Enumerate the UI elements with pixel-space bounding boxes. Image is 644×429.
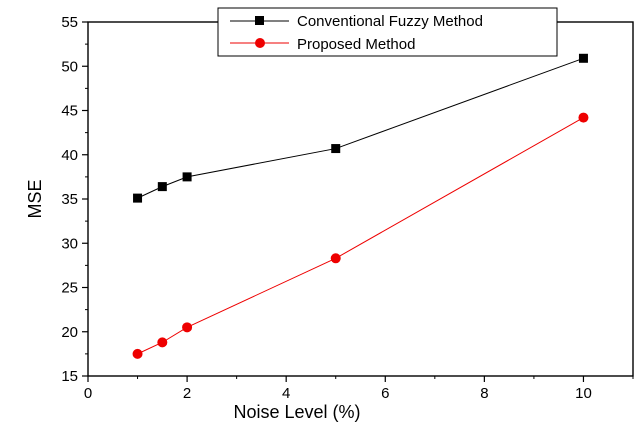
data-point-proposed	[132, 348, 143, 359]
x-tick-label: 10	[575, 385, 592, 402]
y-tick-label: 55	[61, 14, 78, 31]
y-tick-label: 35	[61, 191, 78, 208]
x-tick-label: 6	[381, 385, 389, 402]
legend-marker-conventional	[255, 16, 264, 25]
y-tick-label: 45	[61, 103, 78, 120]
y-tick-label: 40	[61, 147, 78, 164]
series-line-1	[137, 117, 584, 355]
axis-ticks: 0 2 4 6 8 10 15 20 25 30 35 40 45 50 55	[61, 14, 634, 402]
data-point-conventional	[182, 172, 192, 182]
y-tick-label: 30	[61, 235, 78, 252]
x-tick-label: 4	[282, 385, 290, 402]
plot-frame	[87, 21, 634, 377]
data-point-proposed	[157, 337, 168, 348]
legend-box	[217, 7, 558, 57]
data-point-conventional	[578, 53, 588, 63]
x-tick-label: 2	[183, 385, 191, 402]
data-point-proposed	[330, 253, 341, 264]
legend-label-conventional: Conventional Fuzzy Method	[297, 13, 483, 30]
data-point-conventional	[331, 144, 341, 154]
y-tick-label: 15	[61, 368, 78, 385]
data-point-conventional	[133, 193, 143, 203]
y-tick-label: 25	[61, 280, 78, 297]
x-axis-title: Noise Level (%)	[233, 402, 360, 422]
y-axis-title: MSE	[25, 179, 45, 218]
data-point-proposed	[578, 112, 589, 123]
x-tick-label: 0	[84, 385, 92, 402]
legend-marker-proposed	[255, 38, 265, 48]
data-point-proposed	[182, 322, 193, 333]
series-line-0	[137, 57, 584, 199]
x-tick-label: 8	[480, 385, 488, 402]
y-tick-label: 50	[61, 58, 78, 75]
legend: Conventional Fuzzy Method Proposed Metho…	[217, 7, 558, 57]
legend-label-proposed: Proposed Method	[297, 36, 415, 53]
y-tick-label: 20	[61, 324, 78, 341]
data-point-conventional	[157, 182, 167, 192]
plot-series	[132, 53, 589, 359]
